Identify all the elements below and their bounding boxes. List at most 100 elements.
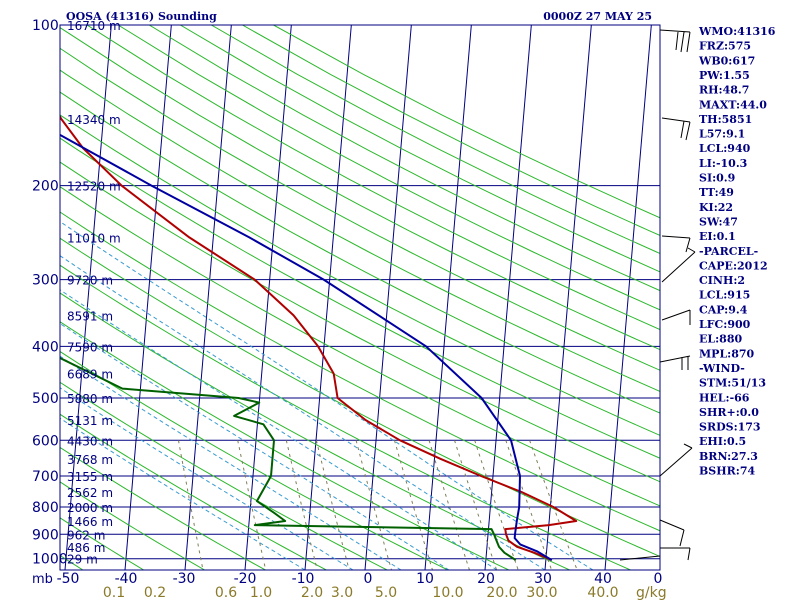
- dry-adiabat: [60, 137, 660, 459]
- height-label: 962 m: [67, 528, 105, 542]
- height-label: 3155 m: [67, 470, 113, 484]
- index-value: TH:5851: [699, 113, 752, 126]
- temperature-tick-label: 0: [364, 571, 373, 587]
- dry-adiabat: [60, 186, 660, 507]
- dry-adiabat: [117, 25, 660, 311]
- height-label: 29 m: [67, 553, 98, 567]
- mixing-ratio-line: [178, 440, 204, 570]
- index-value: LFC:900: [699, 318, 751, 331]
- index-value: KI:22: [699, 201, 733, 214]
- index-value: -WIND-: [699, 362, 745, 375]
- moist-adiabat: [60, 417, 306, 570]
- pressure-tick-label: 600: [32, 433, 59, 449]
- dry-adiabat: [60, 321, 510, 570]
- index-value: WMO:41316: [698, 25, 776, 38]
- temperature-tick-label: 40: [594, 571, 612, 587]
- height-label: 4430 m: [67, 434, 113, 448]
- index-value: MPL:870: [699, 347, 755, 360]
- temperature-tick-label: -20: [234, 571, 257, 587]
- isotherm-line: [244, 25, 292, 570]
- height-label: 16710 m: [67, 19, 121, 33]
- dry-adiabat: [60, 27, 660, 351]
- index-value: SHR+:0.0: [699, 406, 759, 419]
- isotherm-line: [124, 25, 172, 570]
- temperature-tick-label: 20: [477, 571, 495, 587]
- dry-adiabat: [211, 25, 660, 255]
- mixing-ratio-tick-label: 0.2: [144, 585, 166, 600]
- index-value: EL:880: [699, 333, 742, 346]
- index-value: HEL:-66: [699, 391, 750, 404]
- wind-barb: [660, 547, 691, 561]
- pressure-tick-label: 1000: [32, 552, 68, 568]
- plot-frame: [59, 24, 661, 571]
- index-value: SRDS:173: [699, 421, 761, 434]
- wind-barb: [661, 235, 691, 253]
- dry-adiabat: [60, 350, 449, 570]
- isotherm-line: [424, 25, 472, 570]
- mixing-ratio-tick-label: 5.0: [375, 585, 397, 600]
- index-value: RH:48.7: [699, 84, 749, 97]
- dry-adiabat: [60, 237, 660, 558]
- temperature-tick-label: -10: [292, 571, 315, 587]
- dry-adiabat: [60, 381, 388, 570]
- mixing-ratio-tick-label: 0.1: [103, 585, 125, 600]
- index-value: CINH:2: [699, 274, 745, 287]
- mixing-ratio-unit-label: g/kg: [636, 585, 667, 600]
- index-value: LCL:915: [699, 289, 750, 302]
- height-label: 1466 m: [67, 515, 113, 529]
- dewpoint-trace: [60, 356, 517, 561]
- dry-adiabat: [60, 69, 660, 392]
- dry-adiabat: [0, 25, 22, 570]
- mixing-ratio-tick-label: 3.0: [331, 585, 353, 600]
- dry-adiabat: [60, 517, 144, 570]
- dry-adiabat: [60, 264, 631, 570]
- index-value: FRZ:575: [699, 40, 751, 53]
- height-label: 11010 m: [67, 231, 121, 245]
- isotherm-line: [364, 25, 412, 570]
- index-value: BSHR:74: [699, 465, 755, 478]
- wind-barb: [659, 355, 691, 370]
- mixing-ratio-tick-label: 10.0: [432, 585, 463, 600]
- mixing-ratio-line: [474, 440, 519, 570]
- x-axis-unit-label: mb: [32, 572, 53, 587]
- moist-adiabat: [60, 289, 498, 570]
- index-value: L57:9.1: [699, 128, 745, 141]
- index-value: STM:51/13: [699, 377, 766, 390]
- index-value: CAPE:2012: [699, 259, 768, 272]
- moist-adiabat: [60, 322, 450, 570]
- wind-barb: [661, 247, 696, 283]
- dry-adiabat: [60, 211, 660, 532]
- dry-adiabat: [60, 292, 570, 570]
- pressure-tick-label: 900: [32, 527, 59, 543]
- chart-title: OOSA (41316) Sounding: [66, 10, 217, 23]
- height-label: 5880 m: [67, 392, 113, 406]
- height-label: 14340 m: [67, 113, 121, 127]
- index-value: MAXT:44.0: [699, 98, 767, 111]
- index-value: EHI:0.5: [699, 435, 746, 448]
- wind-barbs: [619, 29, 696, 561]
- temperature-tick-label: -40: [115, 571, 138, 587]
- mixing-ratio-tick-label: 1.0: [250, 585, 272, 600]
- index-value: SI:0.9: [699, 172, 735, 185]
- moist-adiabat: [60, 355, 402, 570]
- temperature-tick-label: 0: [654, 571, 663, 587]
- parcel-trace: [60, 133, 553, 561]
- index-value: LCL:940: [699, 142, 751, 155]
- isotherm-line: [484, 25, 532, 570]
- sounding-traces: [60, 114, 578, 562]
- wind-barb: [659, 443, 693, 477]
- isotherm-line: [544, 25, 592, 570]
- mixing-ratio-line: [428, 440, 470, 570]
- mixing-ratio-tick-label: 20.0: [486, 585, 517, 600]
- index-value: PW:1.55: [699, 69, 750, 82]
- wind-barb: [619, 555, 661, 561]
- mixing-ratio-tick-label: 40.0: [587, 585, 618, 600]
- mixing-ratio-tick-label: 0.6: [215, 585, 237, 600]
- mixing-ratio-line: [355, 440, 392, 570]
- isotherm-line: [604, 25, 652, 570]
- index-value: TT:49: [699, 186, 734, 199]
- moist-adiabat: [60, 220, 594, 570]
- height-label: 3768 m: [67, 453, 113, 467]
